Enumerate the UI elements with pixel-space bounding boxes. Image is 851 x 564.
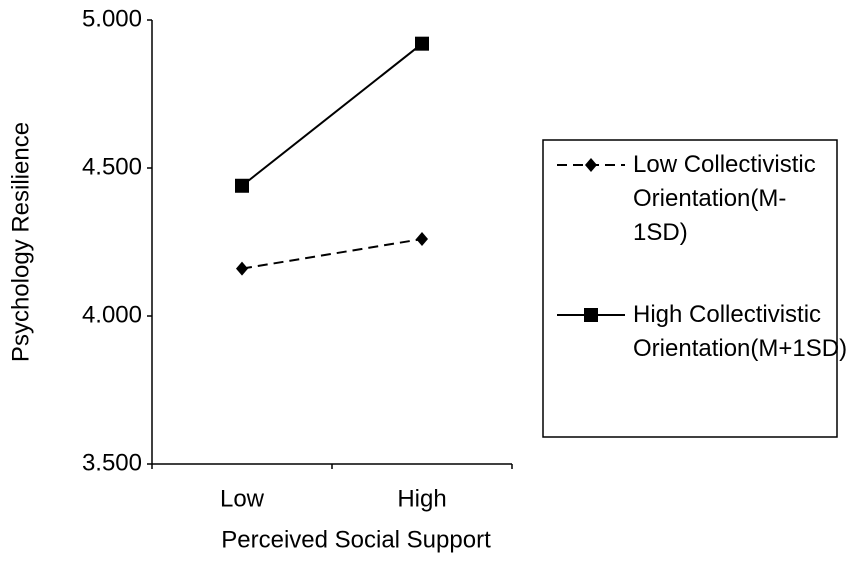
y-tick-label: 4.000 <box>82 301 142 328</box>
y-tick-label: 5.000 <box>82 5 142 32</box>
data-point <box>416 232 428 247</box>
legend-marker <box>585 158 597 172</box>
data-point <box>235 178 249 193</box>
x-axis-title: Perceived Social Support <box>221 526 491 553</box>
data-point <box>415 36 429 51</box>
y-tick-label: 3.500 <box>82 449 142 476</box>
legend-marker <box>584 308 598 322</box>
y-axis-title: Psychology Resilience <box>7 122 34 362</box>
y-tick-label: 4.500 <box>82 153 142 180</box>
series-line <box>241 238 423 270</box>
legend-label: Low Collectivistic Orientation(M-1SD) <box>633 151 816 246</box>
legend-box <box>542 139 838 438</box>
x-tick-label: High <box>397 485 446 512</box>
x-tick-label: Low <box>220 485 265 512</box>
legend-label: High Collectivistic Orientation(M+1SD) <box>633 301 848 362</box>
data-point <box>236 261 248 276</box>
series-line <box>241 42 423 187</box>
